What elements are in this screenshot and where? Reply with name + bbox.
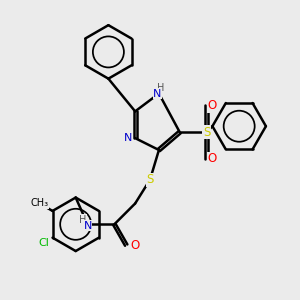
Text: O: O [208,99,217,112]
Text: N: N [83,221,92,231]
Text: O: O [208,152,217,165]
Text: N: N [153,88,162,98]
Text: CH₃: CH₃ [31,199,49,208]
Text: Cl: Cl [38,238,49,248]
Text: O: O [130,238,140,252]
Text: H: H [80,215,87,225]
Text: S: S [146,173,154,186]
Text: S: S [203,126,210,139]
Text: N: N [124,133,132,143]
Text: H: H [157,82,164,93]
